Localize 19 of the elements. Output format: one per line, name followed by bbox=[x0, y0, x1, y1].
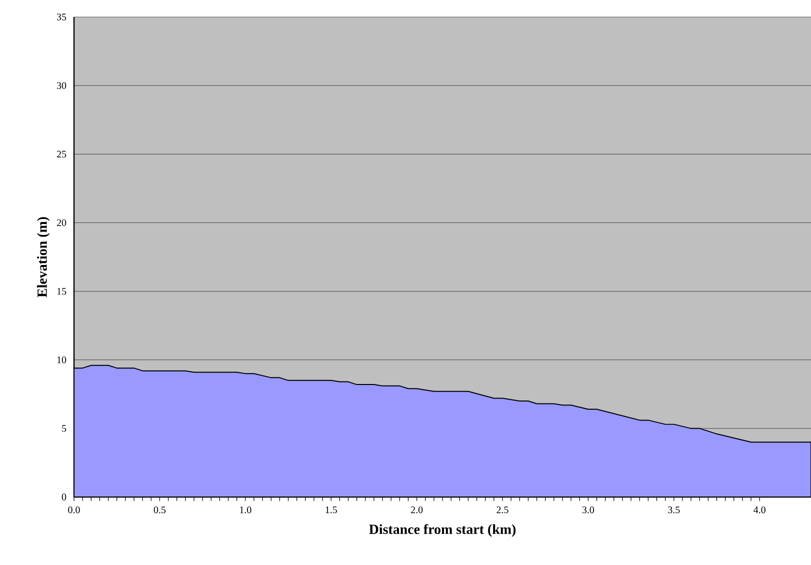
y-tick-label: 35 bbox=[57, 14, 66, 20]
x-tick-label: 2.5 bbox=[496, 506, 508, 514]
x-tick-label: 1.5 bbox=[326, 506, 337, 514]
x-tick-label: 2.0 bbox=[411, 506, 423, 514]
x-tick-label: 1.0 bbox=[240, 506, 252, 514]
y-tick-label: 10 bbox=[57, 356, 66, 364]
y-tick-label: 30 bbox=[57, 82, 66, 89]
y-tick-label: 5 bbox=[62, 425, 66, 432]
x-axis-title: Distance from start (km) bbox=[369, 524, 516, 537]
y-tick-label: 15 bbox=[57, 288, 66, 295]
x-tick-label: 3.5 bbox=[668, 506, 680, 514]
x-tick-label: 4.0 bbox=[754, 506, 766, 514]
x-tick-label: 3.0 bbox=[582, 506, 594, 514]
y-axis-title: Elevation (m) bbox=[37, 217, 50, 298]
y-tick-label: 25 bbox=[56, 150, 66, 158]
x-tick-label: 0.5 bbox=[154, 506, 166, 514]
x-tick-label: 0.0 bbox=[68, 506, 80, 514]
y-tick-label: 20 bbox=[56, 219, 66, 226]
y-tick-label: 0 bbox=[62, 494, 66, 500]
